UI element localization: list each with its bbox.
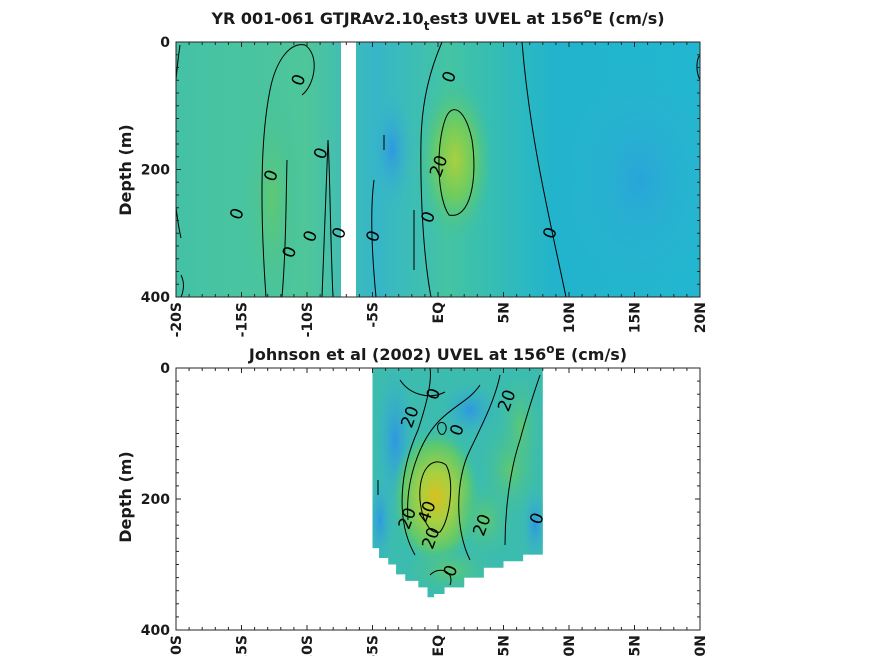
- x-tick-label: -15S: [235, 635, 251, 656]
- x-tick-label: -5S: [366, 302, 382, 328]
- x-tick-label: -20S: [169, 302, 185, 337]
- panel-model: YR 001-061 GTJRAv2.10test3 UVEL at 156oE…: [116, 6, 709, 337]
- y-tick-label: 0: [160, 361, 170, 377]
- panel-model-ylabel: Depth (m): [116, 124, 135, 216]
- panel-model-axes: -20S -15S -10S -5S EQ 5N 10N 15N 20N 0 200 400 Dept…: [116, 35, 709, 337]
- panel-obs-axes: -20S -15S -10S -5S EQ 5N 10N 15N 20N 0 200 400 Dept…: [116, 361, 709, 656]
- x-tick-label: 15N: [628, 302, 644, 333]
- y-tick-label: 0: [160, 35, 170, 51]
- x-tick-label: 5N: [497, 302, 513, 323]
- panel-model-contours: [176, 42, 700, 297]
- panel-model-gap: [341, 42, 356, 297]
- y-tick-label: 400: [141, 623, 170, 639]
- x-tick-label: 20N: [693, 302, 709, 333]
- panel-obs: Johnson et al (2002) UVEL at 156oE (cm/s…: [116, 342, 709, 656]
- panel-model-title: YR 001-061 GTJRAv2.10test3 UVEL at 156oE…: [210, 6, 664, 33]
- x-tick-label: -10S: [300, 302, 316, 337]
- panel-obs-contours: [377, 368, 541, 586]
- panel-model-field: [176, 42, 700, 297]
- panel-obs-title: Johnson et al (2002) UVEL at 156oE (cm/s…: [248, 342, 627, 364]
- x-tick-label: EQ: [431, 302, 447, 324]
- x-tick-label: 20N: [693, 635, 709, 656]
- y-tick-label: 200: [141, 492, 170, 508]
- x-tick-label: 15N: [628, 635, 644, 656]
- x-tick-label: -5S: [366, 635, 382, 656]
- x-tick-label: 10N: [562, 635, 578, 656]
- x-tick-label: EQ: [431, 635, 447, 656]
- x-tick-label: -10S: [300, 635, 316, 656]
- panel-obs-field: [372, 368, 543, 598]
- y-tick-label: 400: [141, 290, 170, 306]
- x-tick-label: -15S: [235, 302, 251, 337]
- panel-obs-ylabel: Depth (m): [116, 451, 135, 543]
- y-tick-label: 200: [141, 163, 170, 179]
- x-tick-label: 5N: [497, 635, 513, 656]
- x-tick-label: -20S: [169, 635, 185, 656]
- x-tick-label: 10N: [562, 302, 578, 333]
